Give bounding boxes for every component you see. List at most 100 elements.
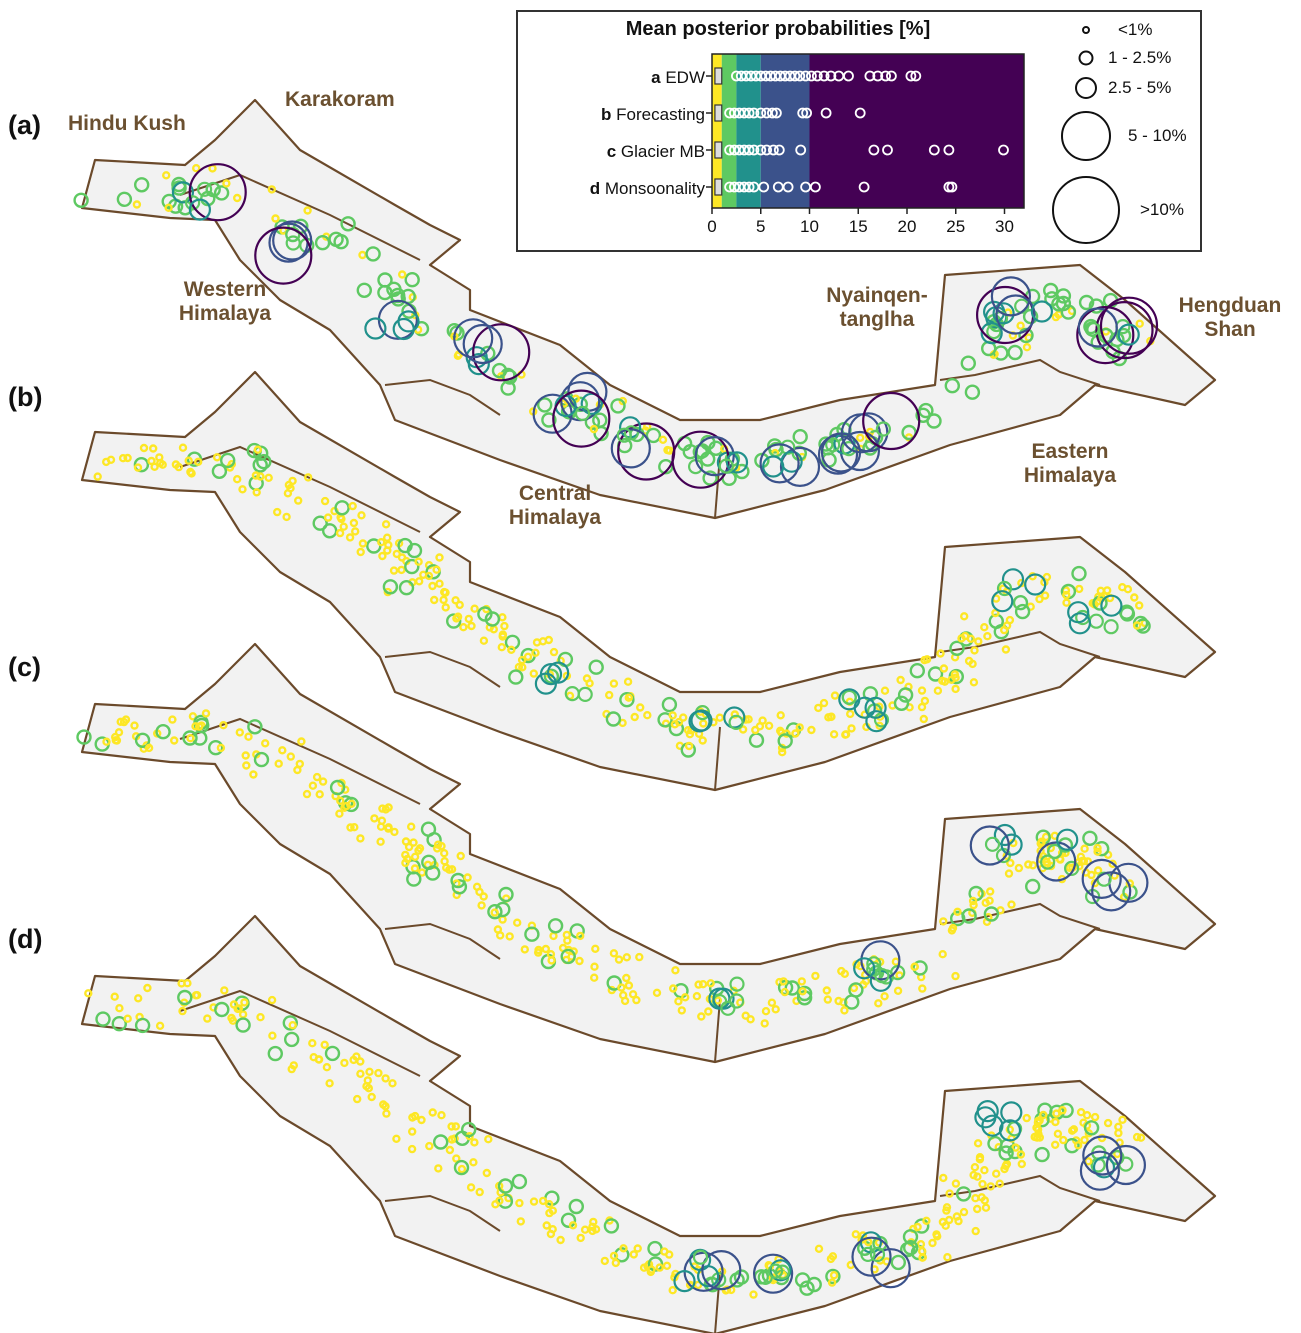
glacier-marker — [123, 1014, 132, 1023]
region-karakoram: Karakoram — [285, 88, 395, 111]
glacier-marker — [632, 995, 641, 1005]
glacier-marker — [1097, 1133, 1107, 1143]
glacier-marker — [171, 460, 181, 469]
glacier-marker — [382, 579, 399, 595]
glacier-marker — [806, 1276, 822, 1293]
row-label-c: c Glacier MB — [606, 142, 705, 161]
glacier-marker — [335, 809, 344, 818]
glacier-marker — [186, 733, 195, 743]
glacier-marker — [340, 216, 356, 232]
glacier-marker — [164, 203, 173, 213]
glacier-marker — [658, 459, 674, 475]
glacier-marker — [451, 879, 468, 895]
subregion-border — [939, 1174, 1101, 1202]
glacier-marker — [491, 362, 508, 379]
glacier-marker — [662, 1261, 672, 1270]
glacier-marker — [605, 711, 622, 727]
glacier-marker — [446, 613, 462, 629]
glacier-marker — [779, 446, 821, 487]
glacier-marker — [513, 918, 522, 927]
glacier-marker — [467, 353, 490, 376]
glacier-marker — [694, 436, 735, 477]
subregion-border — [939, 358, 1101, 386]
glacier-marker — [890, 1254, 906, 1271]
glacier-marker — [998, 1145, 1014, 1161]
glacier-marker — [455, 600, 464, 610]
glacier-marker — [603, 1218, 620, 1234]
glacier-marker — [639, 1263, 649, 1272]
glacier-marker — [922, 1216, 931, 1225]
glacier-marker — [382, 1109, 391, 1118]
glacier-marker — [875, 421, 892, 437]
glacier-marker — [188, 163, 247, 222]
glacier-marker — [1001, 568, 1025, 591]
glacier-marker — [953, 907, 962, 916]
glacier-marker — [1056, 828, 1079, 851]
glacier-marker — [1090, 334, 1106, 350]
glacier-marker — [497, 1178, 514, 1194]
glacier-marker — [171, 180, 187, 196]
glacier-marker — [417, 868, 427, 877]
glacier-marker — [720, 1000, 736, 1016]
glacier-marker — [635, 952, 644, 962]
glacier-marker — [409, 838, 418, 847]
glacier-marker — [1024, 860, 1033, 869]
glacier-marker — [824, 713, 833, 722]
glacier-marker — [984, 836, 1001, 852]
glacier-marker — [606, 975, 622, 991]
glacier-marker — [155, 1021, 165, 1031]
outlier-point — [743, 181, 755, 193]
glacier-marker — [158, 460, 167, 469]
glacier-marker — [377, 284, 393, 301]
glacier-marker — [1087, 870, 1096, 880]
glacier-marker — [980, 1166, 989, 1175]
glacier-marker — [289, 1061, 298, 1070]
glacier-marker — [546, 1229, 556, 1239]
glacier-marker — [383, 533, 392, 542]
plot-frame — [711, 53, 1025, 209]
glacier-marker — [995, 294, 1036, 335]
glacier-marker — [1103, 619, 1119, 635]
glacier-marker — [1035, 594, 1044, 604]
glacier-marker — [147, 456, 156, 466]
glacier-marker — [392, 1134, 401, 1143]
glacier-marker — [671, 966, 680, 975]
glacier-marker — [875, 702, 884, 711]
glacier-marker — [370, 814, 379, 823]
glacier-marker — [574, 405, 591, 421]
glacier-marker — [219, 452, 236, 469]
glacier-marker — [874, 968, 890, 984]
glacier-marker — [264, 473, 273, 483]
glacier-marker — [110, 992, 119, 1001]
x-tick-label: 5 — [756, 217, 765, 236]
glacier-marker — [397, 537, 413, 554]
subregion-border — [384, 378, 501, 416]
glacier-marker — [698, 736, 707, 745]
glacier-marker — [847, 724, 856, 733]
glacier-marker — [440, 587, 449, 597]
glacier-marker — [403, 854, 412, 864]
glacier-marker — [968, 659, 977, 669]
glacier-marker — [917, 686, 927, 695]
glacier-marker — [76, 729, 92, 745]
glacier-marker — [723, 706, 746, 729]
size-label-3: 2.5 - 5% — [1108, 78, 1172, 97]
glacier-marker — [589, 424, 599, 434]
glacier-marker — [256, 472, 265, 481]
glacier-marker — [303, 206, 312, 215]
glacier-marker — [936, 649, 945, 658]
glacier-marker — [407, 822, 416, 831]
glacier-marker — [978, 1179, 987, 1189]
glacier-marker — [990, 276, 1032, 317]
glacier-marker — [440, 849, 449, 858]
outlier-point — [998, 144, 1009, 156]
glacier-marker — [942, 1206, 951, 1215]
glacier-marker — [1053, 1129, 1063, 1138]
glacier-marker — [568, 1198, 584, 1215]
box — [714, 178, 723, 196]
glacier-marker — [241, 751, 250, 760]
glacier-marker — [636, 703, 645, 712]
glacier-marker — [987, 1135, 1003, 1152]
glacier-marker — [580, 1225, 590, 1234]
subregion-border — [384, 650, 501, 688]
